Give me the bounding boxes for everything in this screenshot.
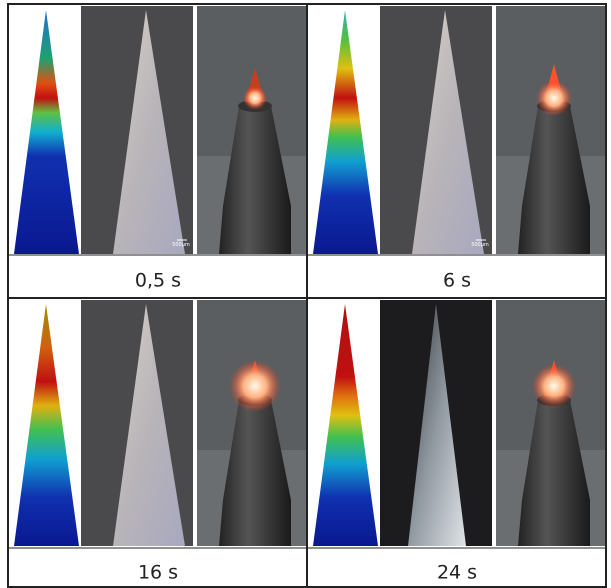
- simulation-map: [14, 10, 79, 254]
- simulation-map: [14, 304, 79, 546]
- simulation-map: [313, 304, 378, 546]
- panel: 500µm 6 s: [313, 6, 605, 292]
- scale-bar-label: 500µm: [471, 242, 489, 248]
- time-label: 0,5 s: [135, 270, 181, 292]
- figure: 500µm 0,5 s 500µm 6 s 16 s 24 s: [0, 0, 611, 588]
- scale-bar-label: 500µm: [172, 242, 190, 248]
- glow: [532, 364, 576, 408]
- glow: [243, 86, 267, 110]
- panel: 500µm 0,5 s: [14, 6, 306, 292]
- time-label: 16 s: [138, 562, 178, 584]
- glow: [536, 80, 572, 116]
- time-label: 24 s: [437, 562, 477, 584]
- simulation-map: [313, 10, 378, 254]
- panel: 24 s: [313, 300, 605, 584]
- time-label: 6 s: [443, 270, 471, 292]
- panel: 16 s: [14, 300, 306, 584]
- glow: [229, 360, 281, 412]
